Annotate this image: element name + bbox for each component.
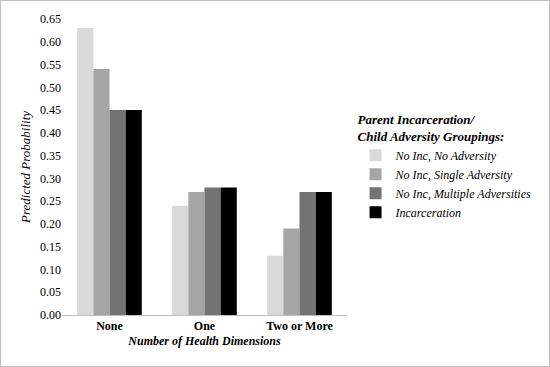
svg-text:0.15: 0.15 [40,240,61,254]
svg-text:0.30: 0.30 [40,172,61,186]
svg-text:0.60: 0.60 [40,35,61,49]
svg-text:0.00: 0.00 [40,308,61,322]
svg-text:0.65: 0.65 [40,12,61,26]
svg-text:0.25: 0.25 [40,194,61,208]
svg-text:0.55: 0.55 [40,58,61,72]
svg-text:Two or More: Two or More [266,319,333,333]
svg-text:No Inc, Multiple Adversities: No Inc, Multiple Adversities [395,187,531,201]
svg-text:One: One [194,319,216,333]
svg-text:0.10: 0.10 [40,263,61,277]
svg-text:Number of Health Dimensions: Number of Health Dimensions [127,334,281,348]
svg-text:None: None [96,319,123,333]
svg-text:0.05: 0.05 [40,285,61,299]
svg-text:Parent Incarceration/Child Adv: Parent Incarceration/Child Adversity Gro… [358,112,505,144]
svg-text:0.35: 0.35 [40,149,61,163]
svg-text:0.20: 0.20 [40,217,61,231]
svg-text:0.40: 0.40 [40,126,61,140]
svg-text:0.50: 0.50 [40,81,61,95]
svg-text:Incarceration: Incarceration [395,206,462,220]
svg-text:No Inc, No Adversity: No Inc, No Adversity [395,149,497,163]
svg-text:0.45: 0.45 [40,103,61,117]
svg-text:Predicted Probability: Predicted Probability [18,111,33,224]
svg-text:No Inc, Single Adversity: No Inc, Single Adversity [395,168,513,182]
